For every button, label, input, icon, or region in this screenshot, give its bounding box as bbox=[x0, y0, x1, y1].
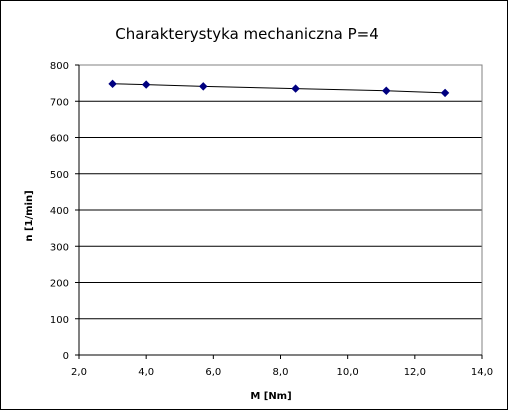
y-tick-label: 500 bbox=[50, 170, 69, 181]
x-tick-label: 12,0 bbox=[404, 367, 426, 378]
x-axis: 2,0 4,0 6,0 8,0 10,0 12,0 14,0 bbox=[71, 354, 493, 378]
y-tick-label: 0 bbox=[63, 351, 69, 362]
data-point bbox=[199, 82, 208, 91]
data-point bbox=[291, 84, 300, 93]
y-tick-label: 400 bbox=[50, 206, 69, 217]
x-tick-label: 14,0 bbox=[471, 367, 493, 378]
x-tick-label: 4,0 bbox=[138, 367, 154, 378]
x-tick-label: 10,0 bbox=[337, 367, 359, 378]
data-point bbox=[141, 80, 151, 89]
y-axis-label: n [1/min] bbox=[24, 190, 35, 241]
x-tick-label: 8,0 bbox=[273, 367, 289, 378]
data-point bbox=[440, 88, 450, 98]
x-tick-label: 2,0 bbox=[71, 367, 87, 378]
y-tick-label: 700 bbox=[50, 97, 69, 108]
y-tick-label: 300 bbox=[50, 242, 69, 253]
y-tick-label: 100 bbox=[50, 315, 69, 326]
grid-lines bbox=[79, 64, 482, 320]
y-tick-label: 600 bbox=[50, 134, 69, 145]
x-tick-label: 6,0 bbox=[205, 367, 221, 378]
series-line bbox=[112, 83, 446, 94]
x-axis-label: M [Nm] bbox=[250, 391, 291, 402]
chart-title: Charakterystyka mechaniczna P=4 bbox=[115, 25, 379, 43]
data-point bbox=[382, 86, 391, 95]
data-point bbox=[108, 79, 117, 89]
y-tick-label: 800 bbox=[50, 61, 69, 72]
y-axis: 0 100 200 300 400 500 600 700 800 bbox=[50, 61, 80, 362]
y-tick-label: 200 bbox=[50, 279, 69, 290]
data-series bbox=[108, 79, 450, 98]
